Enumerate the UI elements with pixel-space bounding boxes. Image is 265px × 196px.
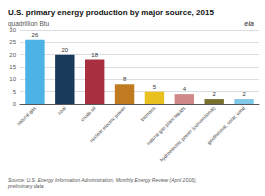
svg-text:0: 0 [13, 101, 17, 107]
svg-text:18: 18 [91, 52, 98, 58]
svg-text:natural gas plant liquids: natural gas plant liquids [145, 104, 187, 147]
svg-text:nuclear electric power: nuclear electric power [88, 105, 127, 144]
svg-text:geothermal, solar, wind: geothermal, solar, wind [206, 105, 247, 146]
svg-text:natural gas: natural gas [15, 105, 37, 127]
svg-text:8: 8 [123, 76, 127, 82]
svg-text:preliminary data: preliminary data [7, 183, 44, 189]
svg-text:20: 20 [61, 47, 68, 53]
svg-text:eia: eia [244, 20, 254, 27]
svg-text:coal: coal [56, 105, 67, 116]
svg-text:5: 5 [153, 84, 157, 90]
svg-text:20: 20 [9, 52, 16, 58]
svg-text:2: 2 [213, 91, 217, 97]
svg-text:quadrillion Btu: quadrillion Btu [8, 20, 50, 28]
svg-text:2: 2 [242, 91, 246, 97]
svg-text:4: 4 [183, 86, 187, 92]
svg-text:hydroelectric power (conventio: hydroelectric power (conventional) [158, 105, 216, 163]
svg-text:crude oil: crude oil [79, 105, 97, 123]
svg-text:5: 5 [13, 89, 17, 95]
svg-text:25: 25 [9, 39, 16, 45]
svg-text:26: 26 [32, 32, 39, 38]
svg-text:10: 10 [9, 76, 16, 82]
svg-text:15: 15 [9, 64, 16, 70]
svg-text:U.S. primary energy production: U.S. primary energy production by major … [8, 8, 214, 17]
svg-text:Source: U.S. Energy Informatio: Source: U.S. Energy Information Administ… [8, 177, 197, 183]
svg-text:biomass: biomass [139, 105, 157, 123]
svg-text:30: 30 [9, 27, 16, 33]
